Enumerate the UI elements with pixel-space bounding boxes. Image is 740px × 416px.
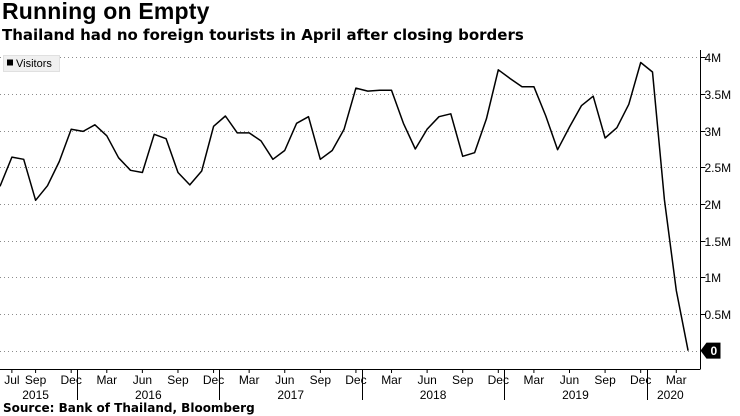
last-value-label: 0	[711, 344, 718, 358]
gridlines	[0, 57, 700, 352]
x-tick-label: Sep	[310, 373, 332, 387]
year-label: 2017	[277, 388, 304, 402]
y-tick-label: 2.5M	[705, 161, 732, 175]
y-tick-label: 1.5M	[705, 235, 732, 249]
x-tick-label: Jul	[4, 373, 19, 387]
series-layer	[0, 61, 689, 351]
x-tick-label: Sep	[167, 373, 189, 387]
y-tick-label: 0.5M	[705, 308, 732, 322]
y-tick-label: 2M	[705, 198, 722, 212]
year-label: 2015	[22, 388, 49, 402]
x-tick-label: Dec	[203, 373, 224, 387]
y-tick-label: 4M	[705, 51, 722, 65]
x-tick-label: Jun	[417, 373, 436, 387]
x-tick-label: Mar	[239, 373, 260, 387]
x-tick-label: Dec	[61, 373, 82, 387]
x-tick-label: Mar	[524, 373, 545, 387]
x-tick-label: Dec	[345, 373, 366, 387]
chart-subtitle: Thailand had no foreign tourists in Apri…	[2, 26, 524, 44]
y-tick-label: 3.5M	[705, 88, 732, 102]
legend-label: Visitors	[16, 58, 52, 70]
y-tick-label: 1M	[705, 271, 722, 285]
x-tick-label: Jun	[560, 373, 579, 387]
series-line-visitors	[0, 61, 689, 351]
x-tick-label: Mar	[666, 373, 687, 387]
source-note: Source: Bank of Thailand, Bloomberg	[3, 401, 255, 415]
year-label: 2020	[657, 388, 684, 402]
x-tick-label: Sep	[594, 373, 616, 387]
legend-box	[3, 55, 60, 72]
year-label: 2019	[562, 388, 589, 402]
y-tick-label: 3M	[705, 125, 722, 139]
year-label: 2016	[135, 388, 162, 402]
x-tick-label: Sep	[25, 373, 47, 387]
x-tick-label: Mar	[381, 373, 402, 387]
axes: 0.5M 1M 1.5M 2M 2.5M 3M 3.5M 4M Jul Sep Dec Mar Jun S…	[0, 50, 731, 402]
legend-swatch	[7, 59, 13, 66]
x-tick-label: Mar	[96, 373, 117, 387]
x-tick-label: Sep	[452, 373, 474, 387]
year-label: 2018	[420, 388, 447, 402]
last-value-flag	[700, 342, 721, 359]
x-tick-label: Jun	[275, 373, 294, 387]
chart-title: Running on Empty	[2, 0, 210, 24]
x-tick-label: Dec	[488, 373, 509, 387]
x-tick-label: Jun	[133, 373, 152, 387]
legend: Visitors	[3, 55, 60, 72]
x-tick-label: Dec	[630, 373, 651, 387]
